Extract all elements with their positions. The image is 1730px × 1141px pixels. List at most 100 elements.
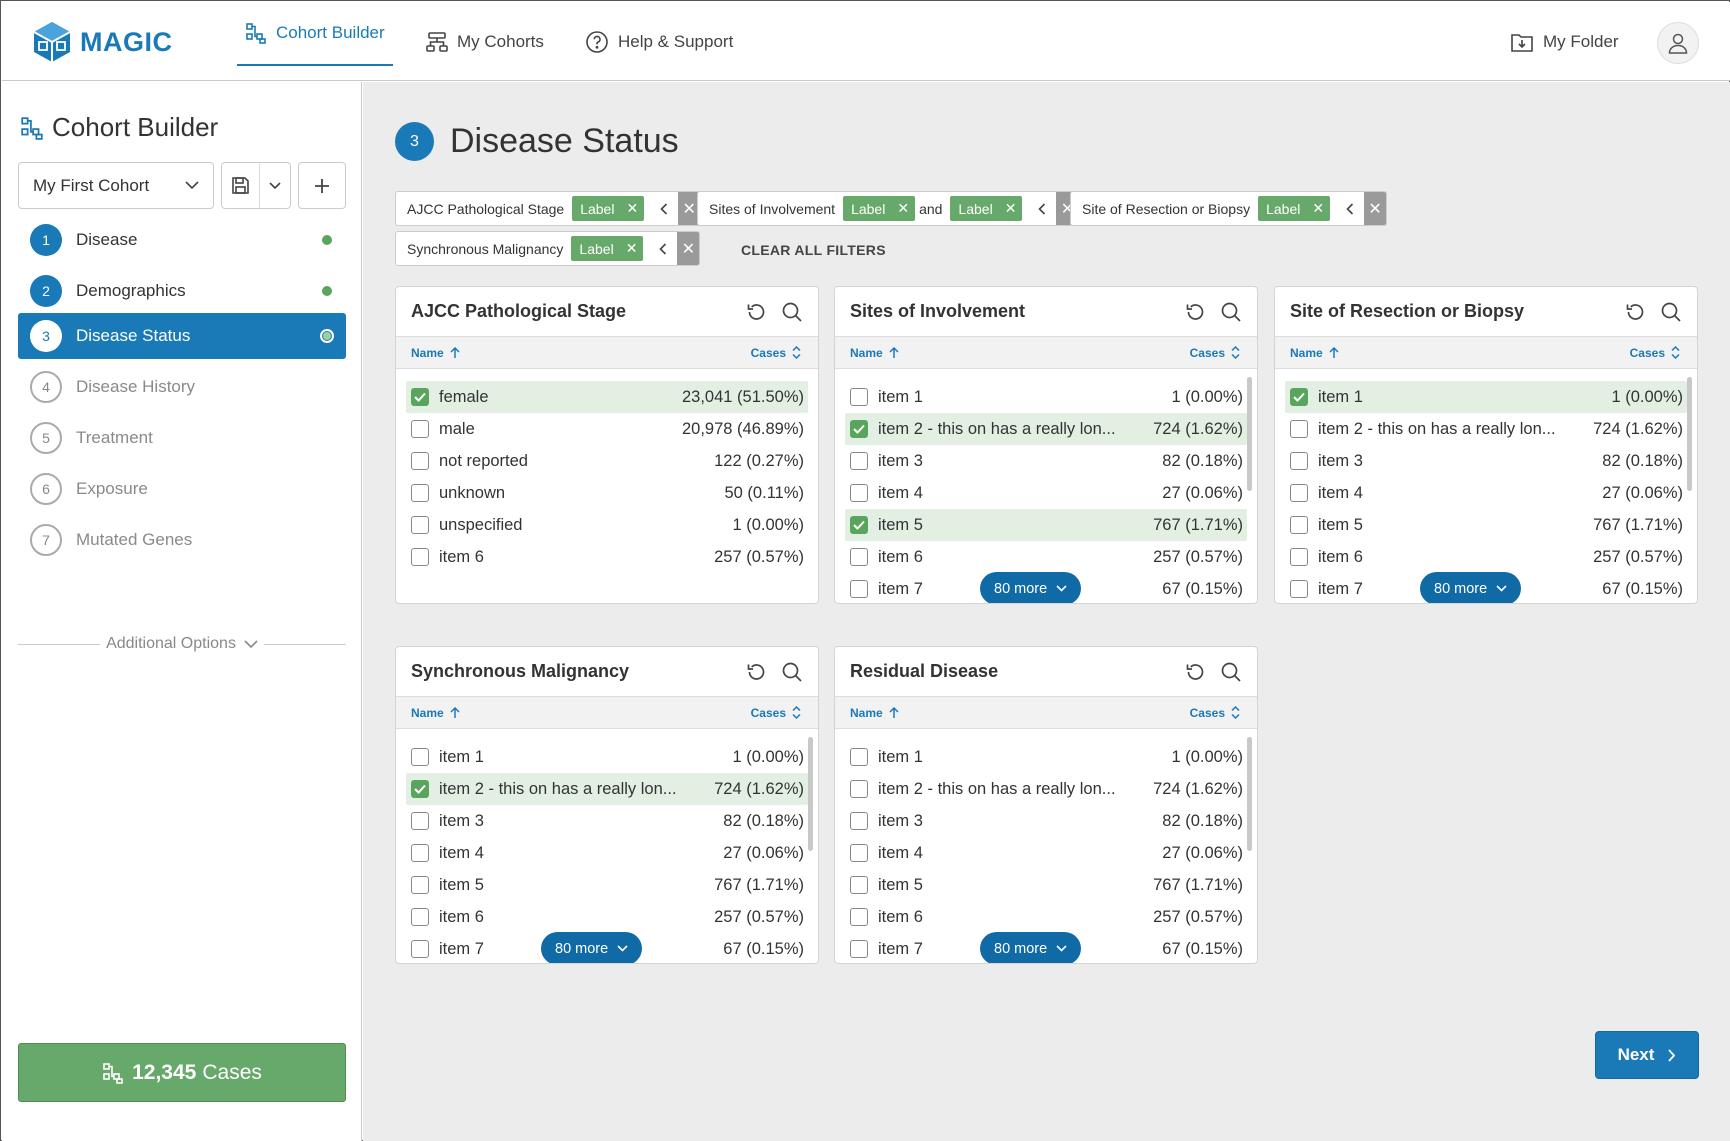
reset-icon[interactable] — [1624, 301, 1646, 323]
facet-row[interactable]: item 4 27 (0.06%) — [845, 837, 1247, 869]
facet-row[interactable]: item 4 27 (0.06%) — [406, 837, 808, 869]
facet-row[interactable]: item 1 1 (0.00%) — [406, 741, 808, 773]
cases-column-header[interactable]: Cases — [1190, 346, 1240, 360]
checkbox[interactable] — [1290, 548, 1308, 566]
name-column-header[interactable]: Name — [850, 706, 899, 720]
reset-icon[interactable] — [745, 661, 767, 683]
facet-row[interactable]: item 5 767 (1.71%) — [845, 509, 1247, 541]
cases-column-header[interactable]: Cases — [751, 346, 801, 360]
remove-tag-icon[interactable]: ✕ — [626, 200, 639, 216]
checkbox[interactable] — [850, 580, 868, 598]
name-column-header[interactable]: Name — [411, 706, 460, 720]
step-exposure[interactable]: 6 Exposure — [18, 466, 346, 512]
step-demographics[interactable]: 2 Demographics — [18, 268, 346, 314]
step-disease[interactable]: 1 Disease — [18, 217, 346, 263]
name-column-header[interactable]: Name — [1290, 346, 1339, 360]
checkbox[interactable] — [1290, 516, 1308, 534]
clear-all-filters-button[interactable]: CLEAR ALL FILTERS — [741, 242, 886, 258]
facet-row[interactable]: item 6 257 (0.57%) — [845, 901, 1247, 933]
show-more-button[interactable]: 80 more — [1420, 572, 1522, 603]
checkbox[interactable] — [850, 548, 868, 566]
show-more-button[interactable]: 80 more — [980, 572, 1082, 603]
scrollbar-thumb[interactable] — [808, 737, 813, 851]
save-options-dropdown[interactable] — [260, 181, 290, 190]
facet-row[interactable]: item 3 82 (0.18%) — [845, 445, 1247, 477]
checkbox[interactable] — [411, 780, 429, 798]
facet-row[interactable]: item 1 1 (0.00%) — [1285, 381, 1687, 413]
facet-row[interactable]: item 2 - this on has a really lon... 724 … — [406, 773, 808, 805]
my-folder-link[interactable]: My Folder — [1510, 31, 1619, 53]
nav-my-cohorts[interactable]: My Cohorts — [426, 2, 544, 81]
checkbox[interactable] — [850, 516, 868, 534]
checkbox[interactable] — [1290, 484, 1308, 502]
scrollbar-thumb[interactable] — [1687, 377, 1692, 491]
checkbox[interactable] — [850, 876, 868, 894]
facet-row[interactable]: item 5 767 (1.71%) — [845, 869, 1247, 901]
collapse-chip-icon[interactable] — [650, 202, 678, 215]
checkbox[interactable] — [411, 940, 429, 958]
search-icon[interactable] — [1220, 661, 1242, 683]
facet-row[interactable]: item 2 - this on has a really lon... 724 … — [845, 413, 1247, 445]
reset-icon[interactable] — [745, 301, 767, 323]
checkbox[interactable] — [850, 388, 868, 406]
facet-row[interactable]: item 3 82 (0.18%) — [406, 805, 808, 837]
facet-row[interactable]: item 1 1 (0.00%) — [845, 741, 1247, 773]
cases-column-header[interactable]: Cases — [751, 706, 801, 720]
nav-cohort-builder[interactable]: Cohort Builder — [237, 2, 393, 66]
step-disease-status[interactable]: 3 Disease Status — [18, 313, 346, 359]
checkbox[interactable] — [850, 908, 868, 926]
scrollbar-thumb[interactable] — [1247, 377, 1252, 491]
user-avatar[interactable] — [1657, 22, 1699, 64]
remove-filter-icon[interactable]: ✕ — [1364, 192, 1387, 225]
cases-column-header[interactable]: Cases — [1630, 346, 1680, 360]
reset-icon[interactable] — [1184, 301, 1206, 323]
checkbox[interactable] — [411, 516, 429, 534]
checkbox[interactable] — [411, 908, 429, 926]
facet-row[interactable]: item 6 257 (0.57%) — [406, 541, 808, 573]
facet-row[interactable]: item 3 82 (0.18%) — [1285, 445, 1687, 477]
logo[interactable]: MAGIC — [32, 20, 173, 64]
checkbox[interactable] — [1290, 388, 1308, 406]
facet-row[interactable]: item 5 767 (1.71%) — [406, 869, 808, 901]
facet-row[interactable]: item 5 767 (1.71%) — [1285, 509, 1687, 541]
collapse-chip-icon[interactable] — [1336, 202, 1364, 215]
remove-tag-icon[interactable]: ✕ — [625, 240, 638, 256]
facet-row[interactable]: item 1 1 (0.00%) — [845, 381, 1247, 413]
checkbox[interactable] — [850, 420, 868, 438]
facet-row[interactable]: not reported 122 (0.27%) — [406, 445, 808, 477]
checkbox[interactable] — [411, 388, 429, 406]
facet-row[interactable]: item 7 67 (0.15%) — [406, 933, 808, 963]
checkbox[interactable] — [1290, 580, 1308, 598]
nav-help-support[interactable]: Help & Support — [585, 2, 733, 81]
checkbox[interactable] — [850, 844, 868, 862]
remove-tag-icon[interactable]: ✕ — [897, 200, 910, 216]
search-icon[interactable] — [781, 661, 803, 683]
collapse-chip-icon[interactable] — [1028, 202, 1056, 215]
facet-row[interactable]: item 7 67 (0.15%) — [1285, 573, 1687, 603]
facet-row[interactable]: item 7 67 (0.15%) — [845, 933, 1247, 963]
remove-filter-icon[interactable]: ✕ — [678, 192, 701, 225]
show-more-button[interactable]: 80 more — [980, 932, 1082, 963]
name-column-header[interactable]: Name — [850, 346, 899, 360]
checkbox[interactable] — [1290, 420, 1308, 438]
facet-row[interactable]: female 23,041 (51.50%) — [406, 381, 808, 413]
show-more-button[interactable]: 80 more — [541, 932, 643, 963]
additional-options-toggle[interactable]: Additional Options — [18, 633, 347, 655]
facet-row[interactable]: item 4 27 (0.06%) — [845, 477, 1247, 509]
cases-count-button[interactable]: 12,345 Cases — [18, 1043, 346, 1102]
remove-tag-icon[interactable]: ✕ — [1004, 200, 1017, 216]
checkbox[interactable] — [850, 484, 868, 502]
checkbox[interactable] — [850, 940, 868, 958]
facet-row[interactable]: item 2 - this on has a really lon... 724 … — [1285, 413, 1687, 445]
checkbox[interactable] — [411, 420, 429, 438]
facet-row[interactable]: item 7 67 (0.15%) — [845, 573, 1247, 603]
checkbox[interactable] — [850, 748, 868, 766]
checkbox[interactable] — [411, 876, 429, 894]
checkbox[interactable] — [850, 452, 868, 470]
name-column-header[interactable]: Name — [411, 346, 460, 360]
facet-row[interactable]: unknown 50 (0.11%) — [406, 477, 808, 509]
step-mutated-genes[interactable]: 7 Mutated Genes — [18, 517, 346, 563]
step-disease-history[interactable]: 4 Disease History — [18, 364, 346, 410]
collapse-chip-icon[interactable] — [649, 242, 677, 255]
checkbox[interactable] — [411, 484, 429, 502]
